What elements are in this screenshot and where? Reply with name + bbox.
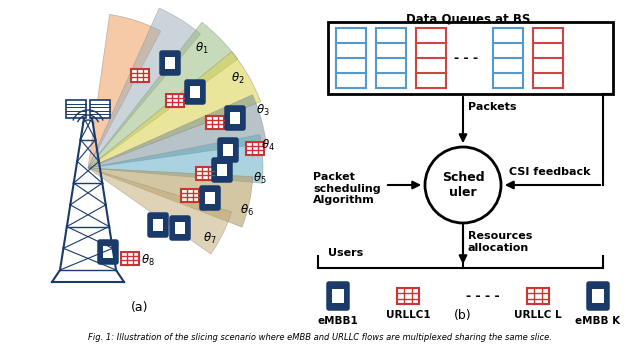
Text: - - - -: - - - - <box>466 290 500 303</box>
FancyBboxPatch shape <box>186 81 205 104</box>
Bar <box>121 252 139 265</box>
FancyBboxPatch shape <box>148 214 168 237</box>
Text: (b): (b) <box>454 310 472 322</box>
Text: $\theta_6$: $\theta_6$ <box>240 202 254 217</box>
Bar <box>230 112 240 124</box>
FancyBboxPatch shape <box>225 106 244 129</box>
Bar <box>90 100 110 118</box>
FancyBboxPatch shape <box>588 282 609 310</box>
Wedge shape <box>88 168 253 227</box>
Text: $\theta_7$: $\theta_7$ <box>203 230 217 246</box>
Bar <box>223 144 233 156</box>
Text: Users: Users <box>328 248 364 258</box>
Text: Data Queues at BS: Data Queues at BS <box>406 12 530 25</box>
Text: URLLC L: URLLC L <box>514 310 562 320</box>
Bar <box>181 188 199 201</box>
Bar <box>166 94 184 106</box>
Bar <box>205 192 215 204</box>
Bar <box>527 288 549 304</box>
Text: $\theta_4$: $\theta_4$ <box>261 138 275 153</box>
Text: - - -: - - - <box>454 52 478 65</box>
Bar <box>246 141 264 155</box>
Bar <box>175 222 185 234</box>
Wedge shape <box>88 52 260 168</box>
Text: URLLC1: URLLC1 <box>386 310 430 320</box>
Text: Resources
allocation: Resources allocation <box>468 231 532 253</box>
Wedge shape <box>88 95 266 168</box>
Bar <box>206 116 224 128</box>
FancyBboxPatch shape <box>99 240 118 263</box>
FancyBboxPatch shape <box>212 158 232 181</box>
Wedge shape <box>88 168 232 254</box>
Bar <box>328 22 613 94</box>
Bar <box>153 219 163 231</box>
Bar <box>103 246 113 258</box>
Text: Packets: Packets <box>468 102 516 112</box>
Bar <box>217 164 227 176</box>
Text: Sched
uler: Sched uler <box>442 171 484 199</box>
Bar <box>66 100 86 118</box>
Wedge shape <box>88 135 263 183</box>
Text: eMBB1: eMBB1 <box>317 316 358 326</box>
FancyBboxPatch shape <box>328 282 349 310</box>
Text: $\theta_5$: $\theta_5$ <box>253 170 267 186</box>
FancyBboxPatch shape <box>170 216 189 239</box>
FancyBboxPatch shape <box>218 139 237 162</box>
FancyBboxPatch shape <box>161 52 179 74</box>
Bar <box>190 86 200 98</box>
Text: Packet
scheduling
Algorithm: Packet scheduling Algorithm <box>313 172 381 205</box>
Circle shape <box>425 147 501 223</box>
Text: Fig. 1: Illustration of the slicing scenario where eMBB and URLLC flows are mult: Fig. 1: Illustration of the slicing scen… <box>88 333 552 342</box>
Wedge shape <box>88 8 200 168</box>
Text: CSI feedback: CSI feedback <box>509 167 591 177</box>
Text: $\theta_3$: $\theta_3$ <box>256 103 270 118</box>
Text: (a): (a) <box>131 302 148 314</box>
Text: $\theta_2$: $\theta_2$ <box>231 70 245 86</box>
Wedge shape <box>88 15 161 168</box>
Bar <box>165 57 175 69</box>
Bar <box>332 289 344 303</box>
Text: eMBB K: eMBB K <box>575 316 621 326</box>
Text: $\theta_1$: $\theta_1$ <box>195 40 209 55</box>
Bar <box>397 288 419 304</box>
FancyBboxPatch shape <box>200 186 220 209</box>
Text: $\theta_8$: $\theta_8$ <box>141 252 155 268</box>
Bar <box>592 289 604 303</box>
Wedge shape <box>88 22 237 168</box>
Bar <box>131 68 149 82</box>
Bar <box>196 166 214 179</box>
